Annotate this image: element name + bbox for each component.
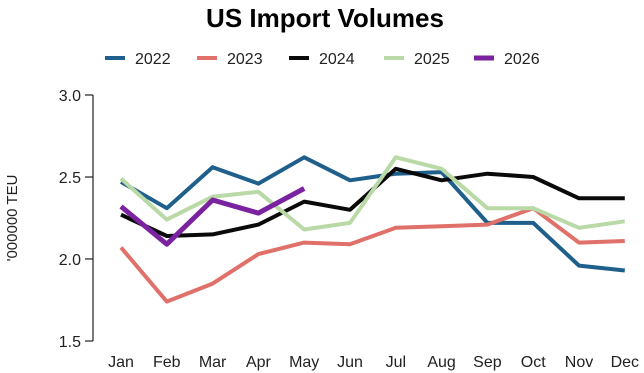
legend-label: 2023 [227,51,263,68]
x-tick-label: Mar [199,354,227,371]
y-tick-label: 1.5 [59,334,81,351]
legend-label: 2026 [504,51,540,68]
x-tick-label: Jan [108,354,134,371]
x-tick-label: Nov [565,354,593,371]
y-axis: 1.5 2.0 2.5 3.0 [59,88,94,351]
x-tick-label: Dec [611,354,639,371]
y-tick-label: 2.5 [59,170,81,187]
x-tick-label: May [289,354,319,371]
y-tick-label: 2.0 [59,252,81,269]
series-line-2025 [119,155,626,232]
legend-item-2026: 2026 [474,51,540,68]
x-axis: Jan Feb Mar Apr May Jun Jul Aug Sep Oct Nov Dec [108,354,639,371]
legend-item-2025: 2025 [384,51,450,68]
series-group [119,155,626,304]
legend: 2022 2023 2024 2025 2026 [105,51,540,68]
series-line-2023 [119,206,625,304]
x-tick-label: Sep [473,354,502,371]
x-tick-label: Jul [386,354,406,371]
x-tick-label: Feb [153,354,181,371]
series-line-2022 [120,155,626,273]
x-tick-label: Jun [337,354,363,371]
chart-title: US Import Volumes [206,3,444,33]
series-line-2026 [119,186,306,247]
x-tick-label: Apr [246,354,272,371]
y-tick-label: 3.0 [59,88,81,105]
x-tick-label: Aug [427,354,455,371]
legend-item-2022: 2022 [105,51,171,68]
legend-label: 2025 [414,51,450,68]
legend-label: 2024 [319,51,355,68]
legend-item-2024: 2024 [289,51,355,68]
legend-label: 2022 [135,51,171,68]
x-tick-label: Oct [521,354,546,371]
y-axis-label: '000000 TEU [4,175,21,262]
legend-item-2023: 2023 [197,51,263,68]
